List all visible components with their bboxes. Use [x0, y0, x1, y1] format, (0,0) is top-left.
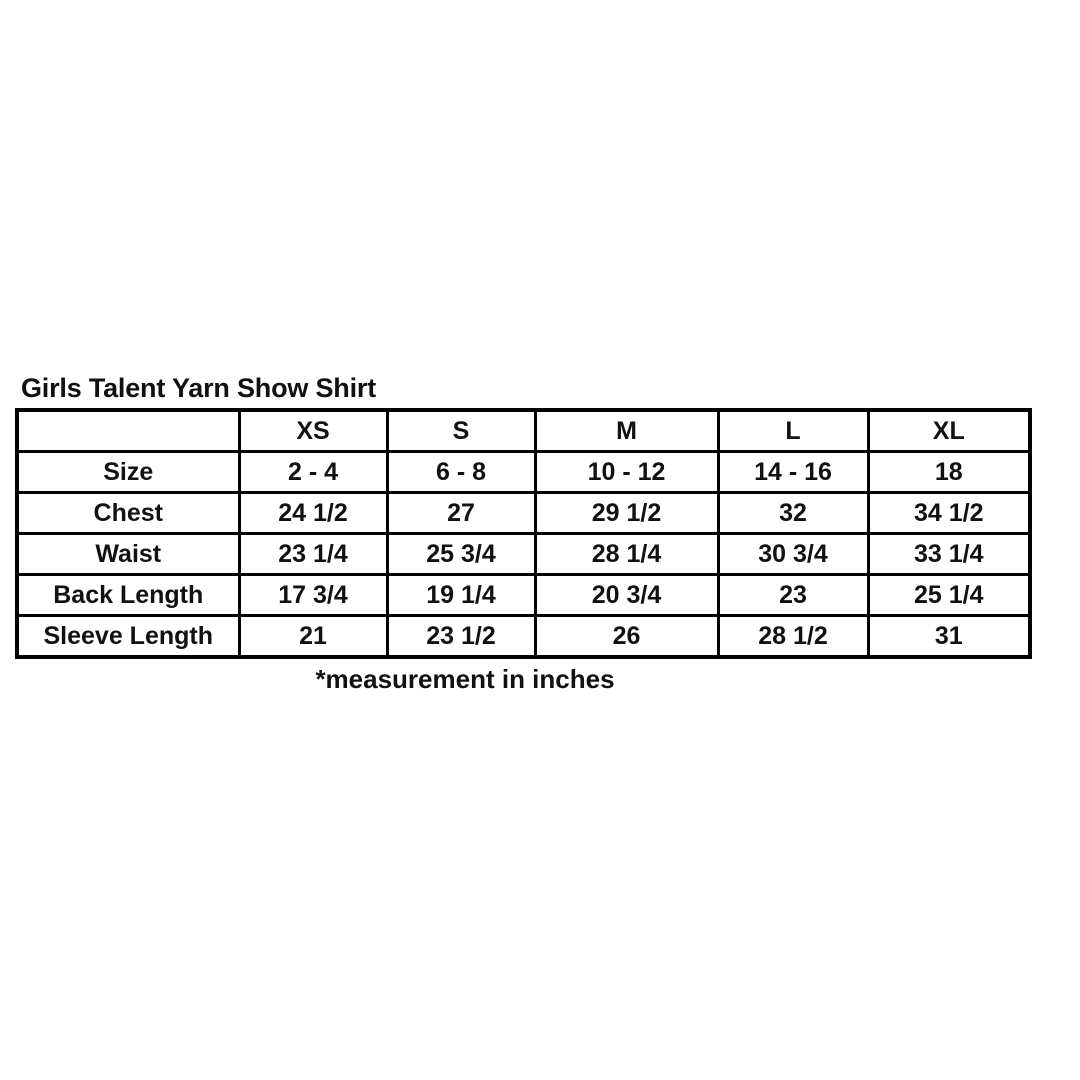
table-body: Size 2 - 4 6 - 8 10 - 12 14 - 16 18 Ches… [15, 450, 1032, 659]
measurement-note: *measurement in inches [315, 664, 615, 694]
header-cell-xs: XS [237, 408, 389, 453]
cell-size-xl: 18 [866, 450, 1032, 494]
header-cell-m: M [533, 408, 720, 453]
cell-sleeve-length-xs: 21 [237, 614, 389, 659]
table-row: Sleeve Length 21 23 1/2 26 28 1/2 31 [15, 614, 1032, 659]
table-row: Size 2 - 4 6 - 8 10 - 12 14 - 16 18 [15, 450, 1032, 494]
cell-chest-l: 32 [716, 491, 870, 535]
cell-size-s: 6 - 8 [385, 450, 537, 494]
table-row: Chest 24 1/2 27 29 1/2 32 34 1/2 [15, 491, 1032, 535]
cell-back-length-xs: 17 3/4 [237, 573, 389, 617]
row-label-chest: Chest [15, 491, 241, 535]
cell-waist-xs: 23 1/4 [237, 532, 389, 576]
cell-size-xs: 2 - 4 [237, 450, 389, 494]
cell-waist-m: 28 1/4 [533, 532, 720, 576]
table-header: XS S M L XL [15, 408, 1032, 453]
cell-chest-xs: 24 1/2 [237, 491, 389, 535]
cell-back-length-xl: 25 1/4 [866, 573, 1032, 617]
cell-waist-s: 25 3/4 [385, 532, 537, 576]
size-table-container: XS S M L XL Size 2 - 4 6 - 8 10 - 12 14 … [15, 408, 1032, 659]
cell-back-length-m: 20 3/4 [533, 573, 720, 617]
cell-size-m: 10 - 12 [533, 450, 720, 494]
header-cell-xl: XL [866, 408, 1032, 453]
cell-sleeve-length-xl: 31 [866, 614, 1032, 659]
cell-sleeve-length-m: 26 [533, 614, 720, 659]
row-label-back-length: Back Length [15, 573, 241, 617]
cell-chest-xl: 34 1/2 [866, 491, 1032, 535]
cell-chest-m: 29 1/2 [533, 491, 720, 535]
cell-waist-xl: 33 1/4 [866, 532, 1032, 576]
row-label-waist: Waist [15, 532, 241, 576]
cell-size-l: 14 - 16 [716, 450, 870, 494]
size-table: XS S M L XL Size 2 - 4 6 - 8 10 - 12 14 … [15, 408, 1032, 659]
header-cell-corner [15, 408, 241, 453]
table-header-row: XS S M L XL [15, 408, 1032, 453]
cell-back-length-s: 19 1/4 [385, 573, 537, 617]
header-cell-s: S [385, 408, 537, 453]
row-label-size: Size [15, 450, 241, 494]
cell-back-length-l: 23 [716, 573, 870, 617]
cell-sleeve-length-s: 23 1/2 [385, 614, 537, 659]
table-row: Waist 23 1/4 25 3/4 28 1/4 30 3/4 33 1/4 [15, 532, 1032, 576]
row-label-sleeve-length: Sleeve Length [15, 614, 241, 659]
cell-waist-l: 30 3/4 [716, 532, 870, 576]
table-row: Back Length 17 3/4 19 1/4 20 3/4 23 25 1… [15, 573, 1032, 617]
cell-chest-s: 27 [385, 491, 537, 535]
cell-sleeve-length-l: 28 1/2 [716, 614, 870, 659]
header-cell-l: L [716, 408, 870, 453]
chart-title: Girls Talent Yarn Show Shirt [21, 373, 376, 403]
